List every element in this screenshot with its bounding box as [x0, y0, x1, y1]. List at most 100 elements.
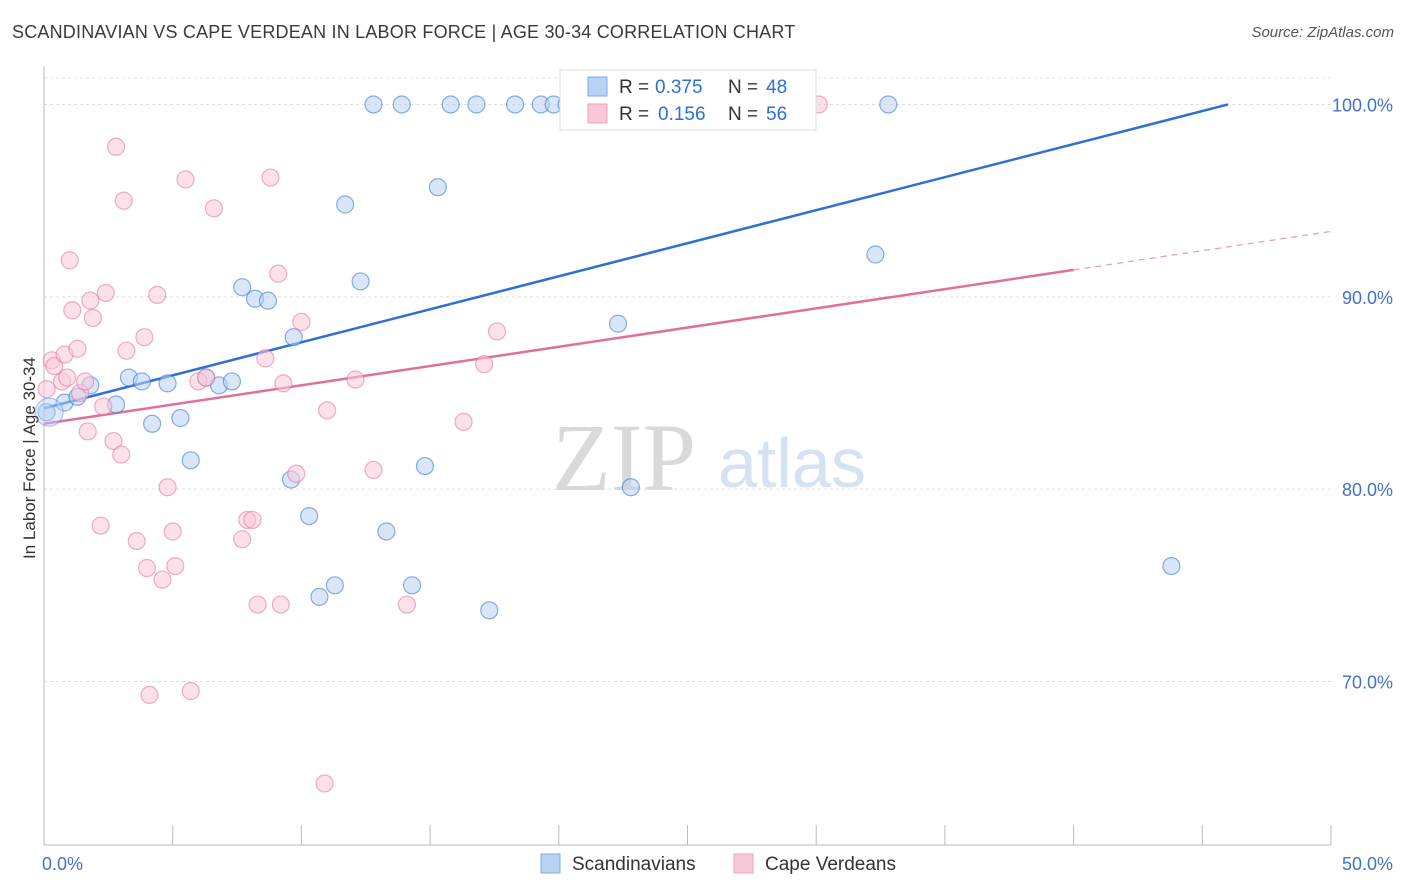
- legend-r-value-2: 0.156: [658, 104, 706, 125]
- scandinavians-point-18: [284, 328, 303, 347]
- data-points: [34, 95, 1181, 793]
- cape_verdeans-point-46: [315, 774, 334, 793]
- cape_verdeans-point-55: [274, 374, 293, 393]
- cape_verdeans-point-31: [176, 170, 195, 189]
- y-tick-label-2: 80.0%: [1342, 480, 1393, 500]
- scandinavians-point-24: [364, 95, 383, 114]
- scandinavians-point-39: [621, 478, 640, 497]
- cape_verdeans-point-30: [166, 556, 185, 576]
- cape_verdeans-point-8: [68, 339, 87, 358]
- scandinavians-point-22: [336, 195, 355, 214]
- cape_verdeans-point-10: [76, 372, 95, 391]
- cape_verdeans-point-2: [45, 356, 64, 376]
- legend-r-label-1: R =: [619, 77, 649, 98]
- tick-labels: 100.0% 90.0% 80.0% 70.0% 0.0% 50.0%: [42, 95, 1393, 874]
- watermark-atlas: atlas: [718, 424, 866, 502]
- scandinavians-point-26: [392, 95, 411, 114]
- legend-box: R = 0.375 N = 48 R = 0.156 N = 56: [559, 69, 817, 131]
- cape_verdeans-point-5: [58, 368, 77, 387]
- cape_verdeans-point-50: [397, 595, 417, 614]
- scandinavians-point-27: [402, 576, 422, 595]
- cape_verdeans-point-15: [94, 397, 113, 416]
- cape_verdeans-point-48: [346, 370, 365, 389]
- cape_verdeans-point-42: [269, 264, 288, 283]
- cape_verdeans-point-49: [364, 460, 383, 480]
- scandinavians-point-28: [415, 456, 435, 476]
- scandinavians-point-13: [222, 372, 242, 391]
- cape_verdeans-point-17: [104, 431, 123, 451]
- scandinavians-point-21: [325, 576, 344, 595]
- legend-n-value-1: 48: [766, 77, 787, 98]
- y-tick-label-0: 100.0%: [1332, 95, 1393, 115]
- cape_verdeans-point-36: [233, 530, 252, 549]
- bottom-legend-swatch-scandinavians: [540, 853, 561, 874]
- x-tick-label-1: 50.0%: [1342, 854, 1393, 874]
- cape_verdeans-point-47: [318, 401, 337, 420]
- cape_verdeans-point-26: [148, 285, 167, 304]
- cape_verdeans-point-11: [78, 422, 97, 441]
- cape_verdeans-point-21: [117, 341, 136, 360]
- legend-n-label-2: N =: [728, 104, 758, 125]
- cape_verdeans-trend-line: [43, 268, 1074, 425]
- scandinavians-point-8: [158, 374, 177, 393]
- cape_verdeans-point-29: [163, 522, 182, 541]
- axes: [43, 66, 1332, 846]
- cape_verdeans-point-41: [261, 168, 280, 187]
- cape_verdeans-point-12: [81, 291, 100, 310]
- scandinavians-point-30: [441, 95, 460, 114]
- cape_verdeans-point-0: [37, 380, 56, 399]
- legend-r-label-2: R =: [619, 104, 649, 125]
- cape_verdeans-point-16: [96, 283, 115, 303]
- scandinavians-point-25: [377, 522, 396, 541]
- scandinavians-point-10: [181, 451, 200, 470]
- cape_verdeans-point-38: [243, 510, 262, 530]
- cape_verdeans-point-24: [137, 558, 157, 578]
- cape_verdeans-point-28: [158, 478, 177, 497]
- cape_verdeans-point-35: [204, 199, 223, 218]
- scandinavians-point-31: [467, 95, 486, 114]
- chart-title: SCANDINAVIAN VS CAPE VERDEAN IN LABOR FO…: [12, 22, 796, 42]
- y-tick-label-1: 90.0%: [1342, 288, 1393, 308]
- scandinavians-point-6: [132, 372, 151, 391]
- cape_verdeans-point-34: [197, 368, 216, 387]
- scandinavians-point-29: [428, 178, 447, 197]
- bottom-legend-label-scandinavians: Scandinavians: [572, 854, 696, 875]
- scandinavians-point-7: [143, 414, 162, 433]
- legend-n-value-2: 56: [766, 104, 787, 125]
- y-tick-label-3: 70.0%: [1342, 673, 1393, 693]
- legend-swatch-scandinavians: [587, 76, 608, 97]
- cape_verdeans-point-13: [83, 308, 103, 328]
- cape_verdeans-point-39: [248, 595, 267, 614]
- scandinavians-point-38: [608, 314, 628, 333]
- bottom-legend-label-cape-verdeans: Cape Verdeans: [765, 854, 896, 875]
- scandinavians-point-44: [879, 95, 898, 114]
- bottom-legend-swatch-cape-verdeans: [733, 853, 754, 874]
- scandinavians-point-16: [258, 291, 278, 310]
- source-label: Source: ZipAtlas.com: [1251, 24, 1394, 41]
- cape_verdeans-point-14: [91, 516, 110, 535]
- scandinavians-point-45: [1162, 556, 1181, 576]
- legend-r-value-1: 0.375: [655, 77, 703, 98]
- scandinavians-point-9: [171, 408, 190, 428]
- scandinavians-point-23: [351, 272, 370, 291]
- cape_verdeans-point-43: [271, 595, 290, 614]
- cape_verdeans-point-51: [454, 412, 473, 431]
- cape_verdeans-point-52: [475, 355, 494, 374]
- cape_verdeans-point-7: [63, 301, 82, 320]
- scandinavians-point-0: [37, 403, 56, 422]
- cape_verdeans-point-18: [106, 137, 126, 156]
- cape_verdeans-point-20: [114, 191, 133, 210]
- cape_verdeans-point-32: [181, 682, 200, 701]
- x-tick-label-0: 0.0%: [42, 854, 83, 874]
- y-axis-label: In Labor Force | Age 30-34: [20, 357, 39, 559]
- legend-n-label-1: N =: [728, 77, 758, 98]
- scandinavians-point-43: [866, 245, 885, 264]
- scandinavians-point-20: [310, 587, 329, 606]
- cape_verdeans-point-22: [127, 531, 146, 551]
- scandinavians-point-32: [480, 601, 499, 620]
- scandinavians-point-33: [505, 95, 525, 114]
- scandinavians-point-large: [34, 397, 64, 427]
- legend-swatch-cape-verdeans: [587, 103, 608, 124]
- cape_verdeans-point-19: [112, 445, 131, 464]
- cape_verdeans-point-45: [292, 312, 311, 331]
